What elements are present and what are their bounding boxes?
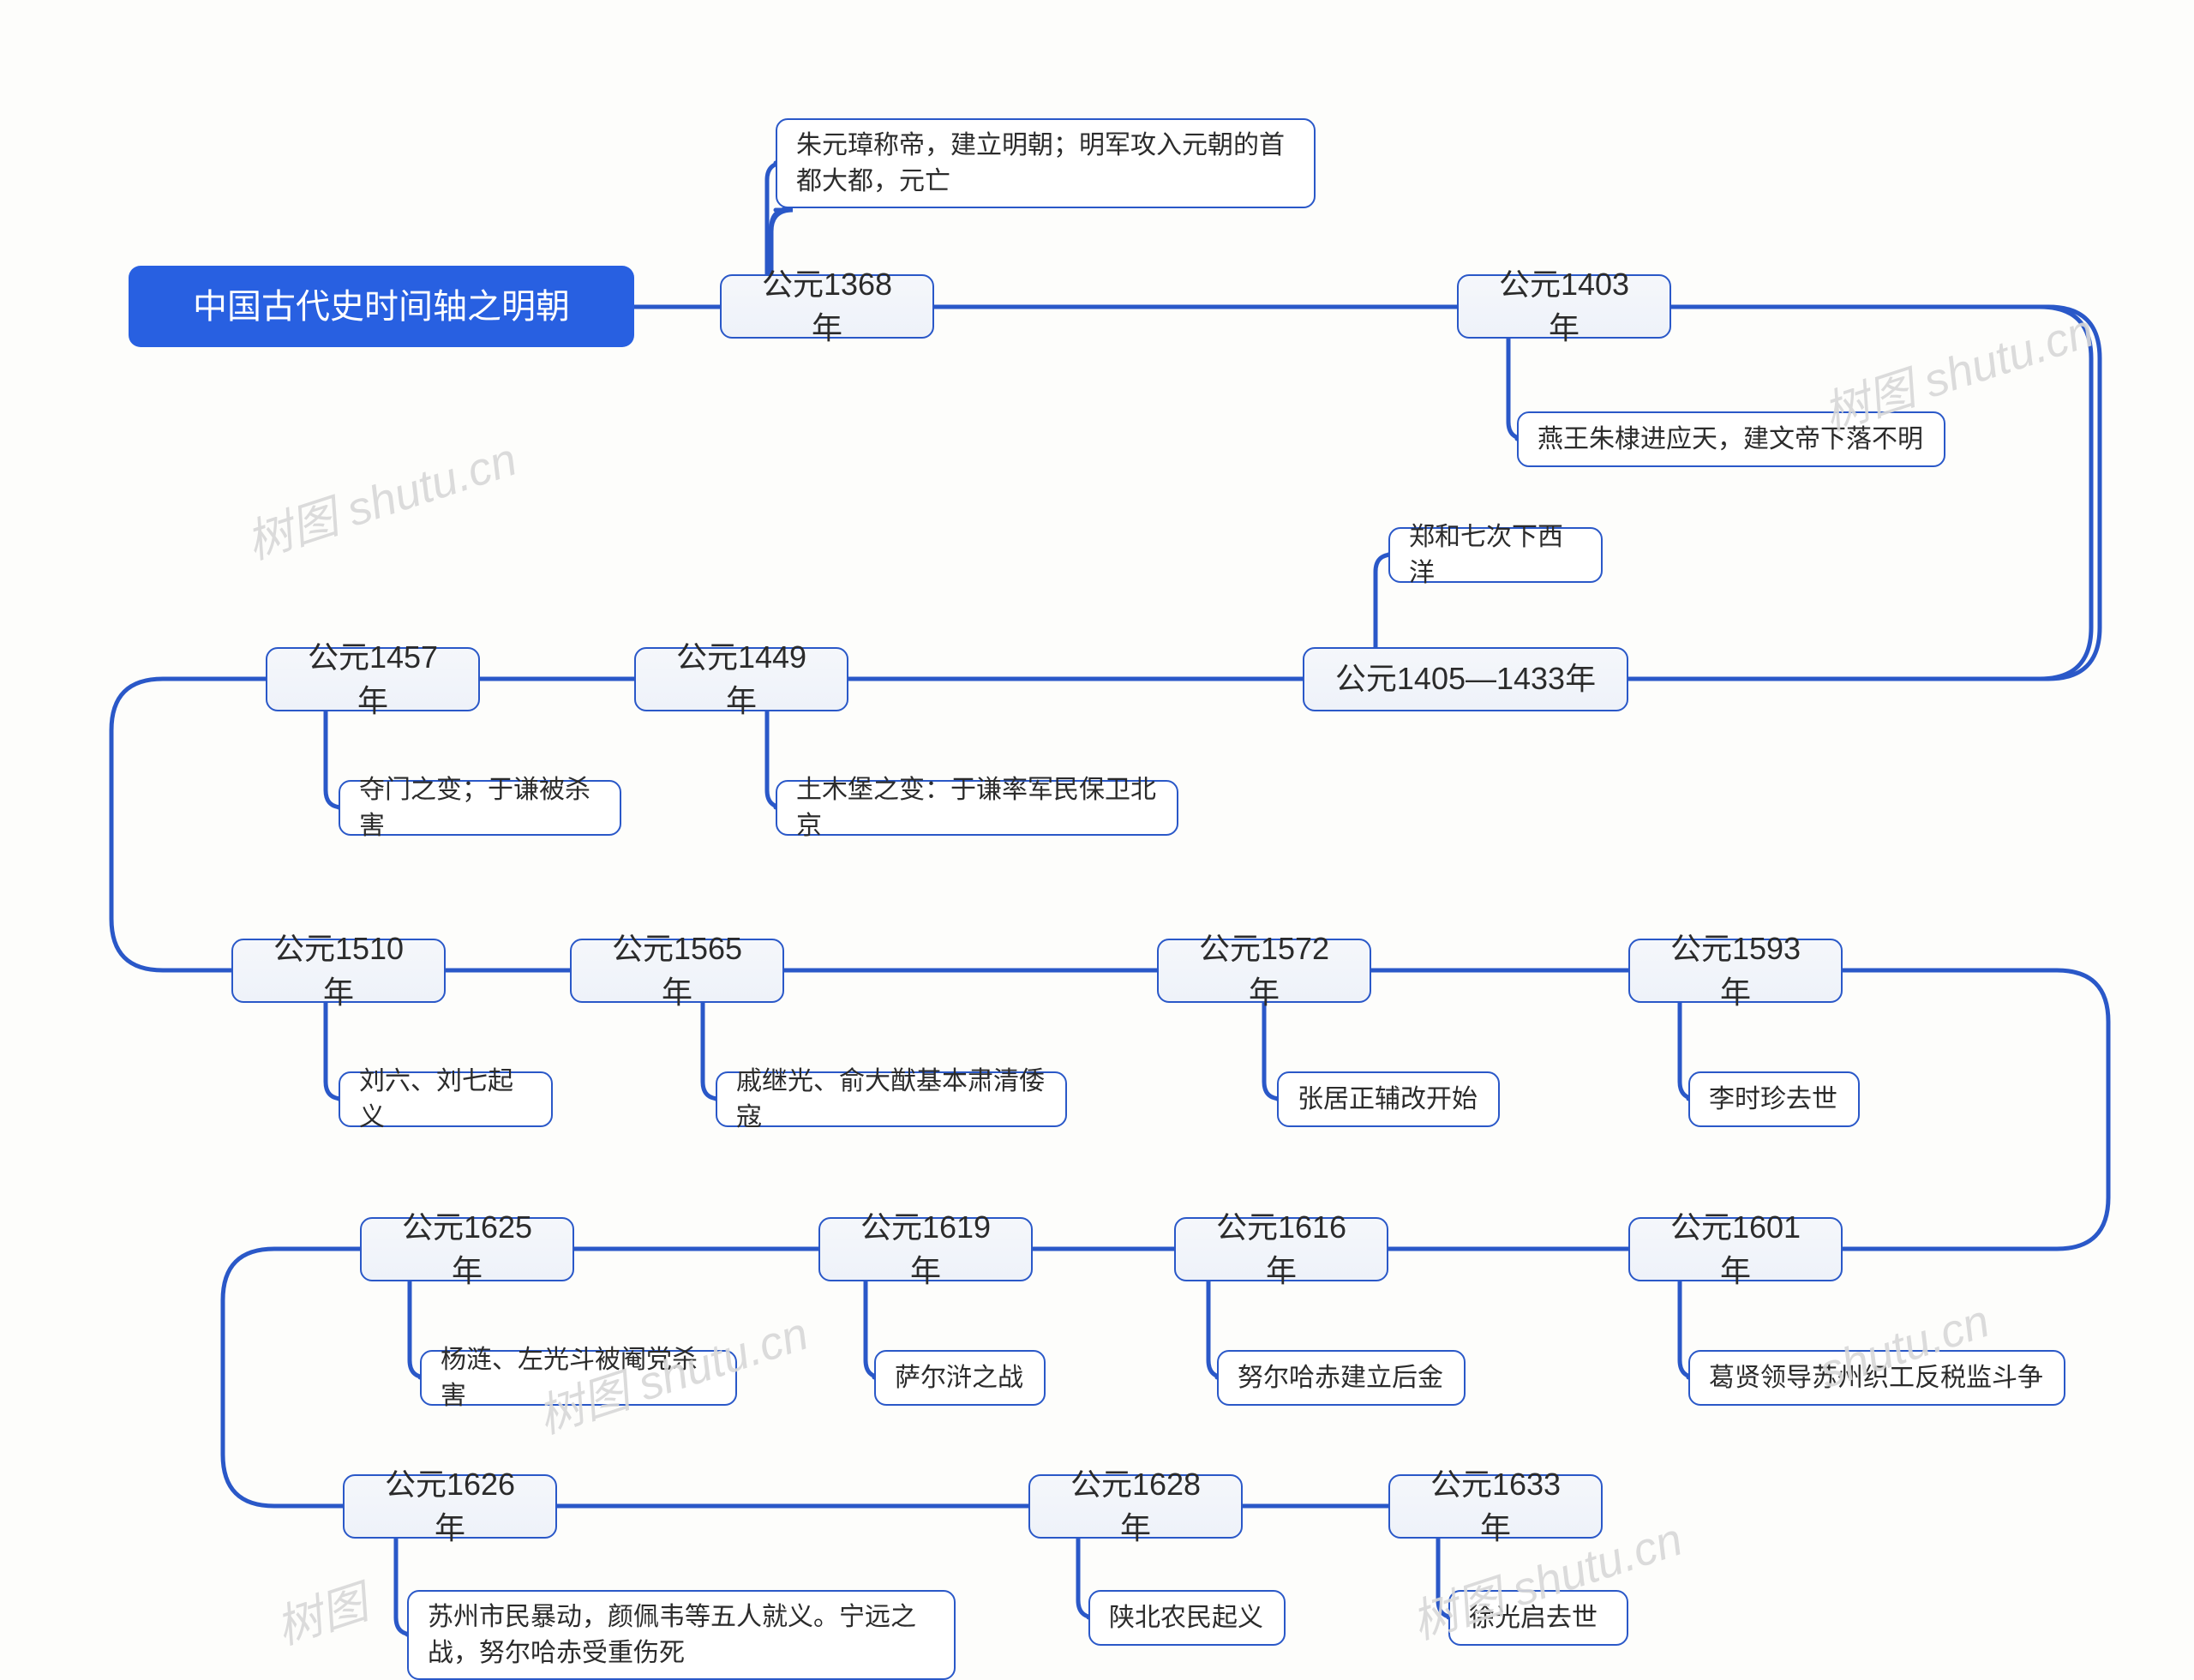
- year-1572: 公元1572年: [1157, 939, 1371, 1003]
- desc-1403: 燕王朱棣进应天，建文帝下落不明: [1517, 411, 1945, 467]
- desc-1572: 张居正辅改开始: [1277, 1071, 1500, 1127]
- year-1625: 公元1625年: [360, 1217, 574, 1281]
- diagram-canvas: 中国古代史时间轴之明朝 公元1368年 朱元璋称帝，建立明朝；明军攻入元朝的首都…: [0, 0, 2194, 1674]
- year-1601: 公元1601年: [1628, 1217, 1843, 1281]
- year-1457: 公元1457年: [266, 647, 480, 711]
- desc-1593: 李时珍去世: [1688, 1071, 1860, 1127]
- desc-1625: 杨涟、左光斗被阉党杀害: [420, 1350, 737, 1406]
- year-1616: 公元1616年: [1174, 1217, 1388, 1281]
- desc-1628: 陕北农民起义: [1088, 1590, 1286, 1646]
- desc-1565: 戚继光、俞大猷基本肃清倭寇: [716, 1071, 1067, 1127]
- year-1449: 公元1449年: [634, 647, 848, 711]
- year-1510: 公元1510年: [231, 939, 446, 1003]
- year-1593: 公元1593年: [1628, 939, 1843, 1003]
- desc-1626: 苏州市民暴动，颜佩韦等五人就义。宁远之战，努尔哈赤受重伤死: [407, 1590, 956, 1680]
- desc-1616: 努尔哈赤建立后金: [1217, 1350, 1466, 1406]
- year-1633: 公元1633年: [1388, 1474, 1603, 1539]
- year-1368: 公元1368年: [720, 274, 934, 339]
- year-1619: 公元1619年: [818, 1217, 1033, 1281]
- desc-1405: 郑和七次下西洋: [1388, 527, 1603, 583]
- desc-1368: 朱元璋称帝，建立明朝；明军攻入元朝的首都大都，元亡: [776, 118, 1316, 208]
- desc-1449: 土木堡之变：于谦率军民保卫北京: [776, 780, 1178, 836]
- year-1628: 公元1628年: [1028, 1474, 1243, 1539]
- desc-1601: 葛贤领导苏州织工反税监斗争: [1688, 1350, 2065, 1406]
- year-1403: 公元1403年: [1457, 274, 1671, 339]
- year-1405: 公元1405—1433年: [1303, 647, 1628, 711]
- year-1626: 公元1626年: [343, 1474, 557, 1539]
- desc-1619: 萨尔浒之战: [874, 1350, 1046, 1406]
- desc-1510: 刘六、刘七起义: [339, 1071, 553, 1127]
- desc-1633: 徐光启去世: [1448, 1590, 1628, 1646]
- root-node: 中国古代史时间轴之明朝: [129, 266, 634, 347]
- year-1565: 公元1565年: [570, 939, 784, 1003]
- desc-1457: 夺门之变；于谦被杀害: [339, 780, 621, 836]
